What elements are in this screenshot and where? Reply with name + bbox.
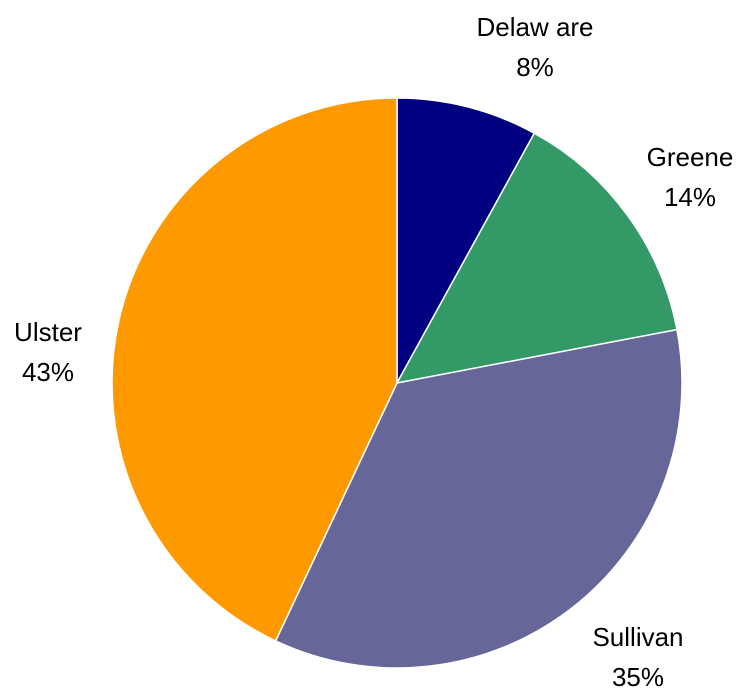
slice-label-delaware: Delaw are [476,12,593,42]
pie-slices [111,97,683,669]
slice-label-ulster: Ulster [14,317,82,347]
pie-labels: Delaw are 8% Greene 14% Sullivan 35% Ulster 43% [14,12,733,692]
pie-slice-ulster [111,97,398,642]
slice-percent-greene: 14% [664,182,716,212]
slice-percent-delaware: 8% [516,52,554,82]
slice-percent-ulster: 43% [22,357,74,387]
slice-label-sullivan: Sullivan [592,622,683,652]
pie-slice-sullivan [274,328,683,669]
pie-slice-delaware [396,97,536,384]
slice-label-greene: Greene [647,142,734,172]
slice-percent-sullivan: 35% [612,662,664,692]
pie-slice-greene [395,132,678,385]
